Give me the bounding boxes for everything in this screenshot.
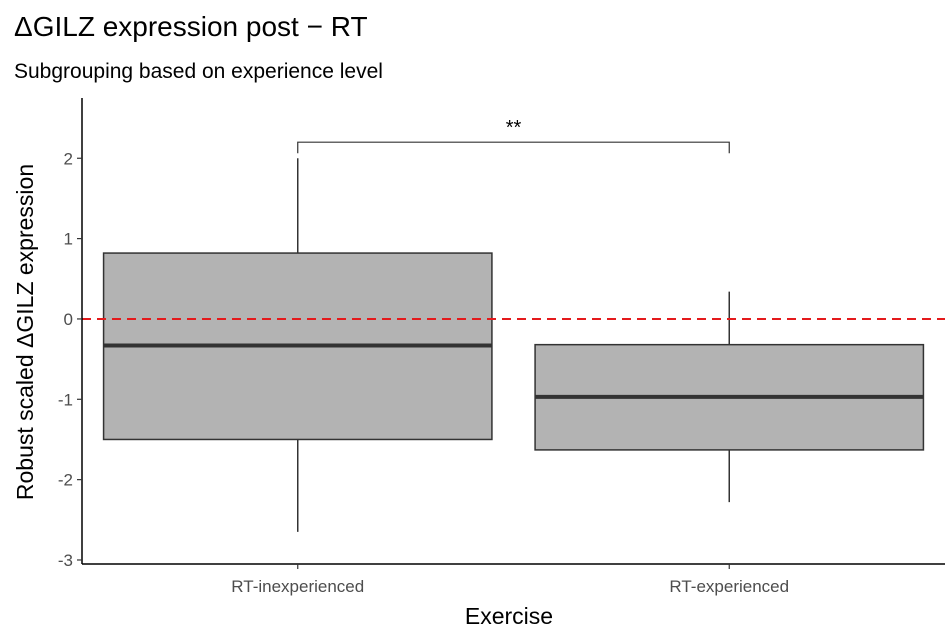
chart-title: ΔGILZ expression post − RT xyxy=(14,11,368,42)
chart-subtitle: Subgrouping based on experience level xyxy=(14,60,383,83)
bracket-line xyxy=(297,141,730,154)
y-tick-label: -1 xyxy=(58,390,73,409)
y-tick-label: -3 xyxy=(58,551,73,570)
y-tick-label: 2 xyxy=(64,149,73,168)
plot-area: ** xyxy=(82,117,945,532)
box-rt-inexperienced xyxy=(102,158,493,532)
significance-label: ** xyxy=(506,117,522,139)
y-axis-title: Robust scaled ΔGILZ expression xyxy=(12,164,38,500)
x-tick-label: RT-experienced xyxy=(669,577,789,596)
x-tick-label: RT-inexperienced xyxy=(231,577,364,596)
y-tick-label: -2 xyxy=(58,471,73,490)
y-tick-label: 0 xyxy=(64,310,73,329)
x-axis-title: Exercise xyxy=(465,603,553,629)
y-axis-ticks: -3 -2 -1 0 1 2 xyxy=(58,149,82,570)
x-axis-ticks: RT-inexperienced RT-experienced xyxy=(231,564,789,596)
significance-bracket: ** xyxy=(297,117,730,154)
box-rt-experienced xyxy=(534,291,925,503)
y-tick-label: 1 xyxy=(64,230,73,249)
